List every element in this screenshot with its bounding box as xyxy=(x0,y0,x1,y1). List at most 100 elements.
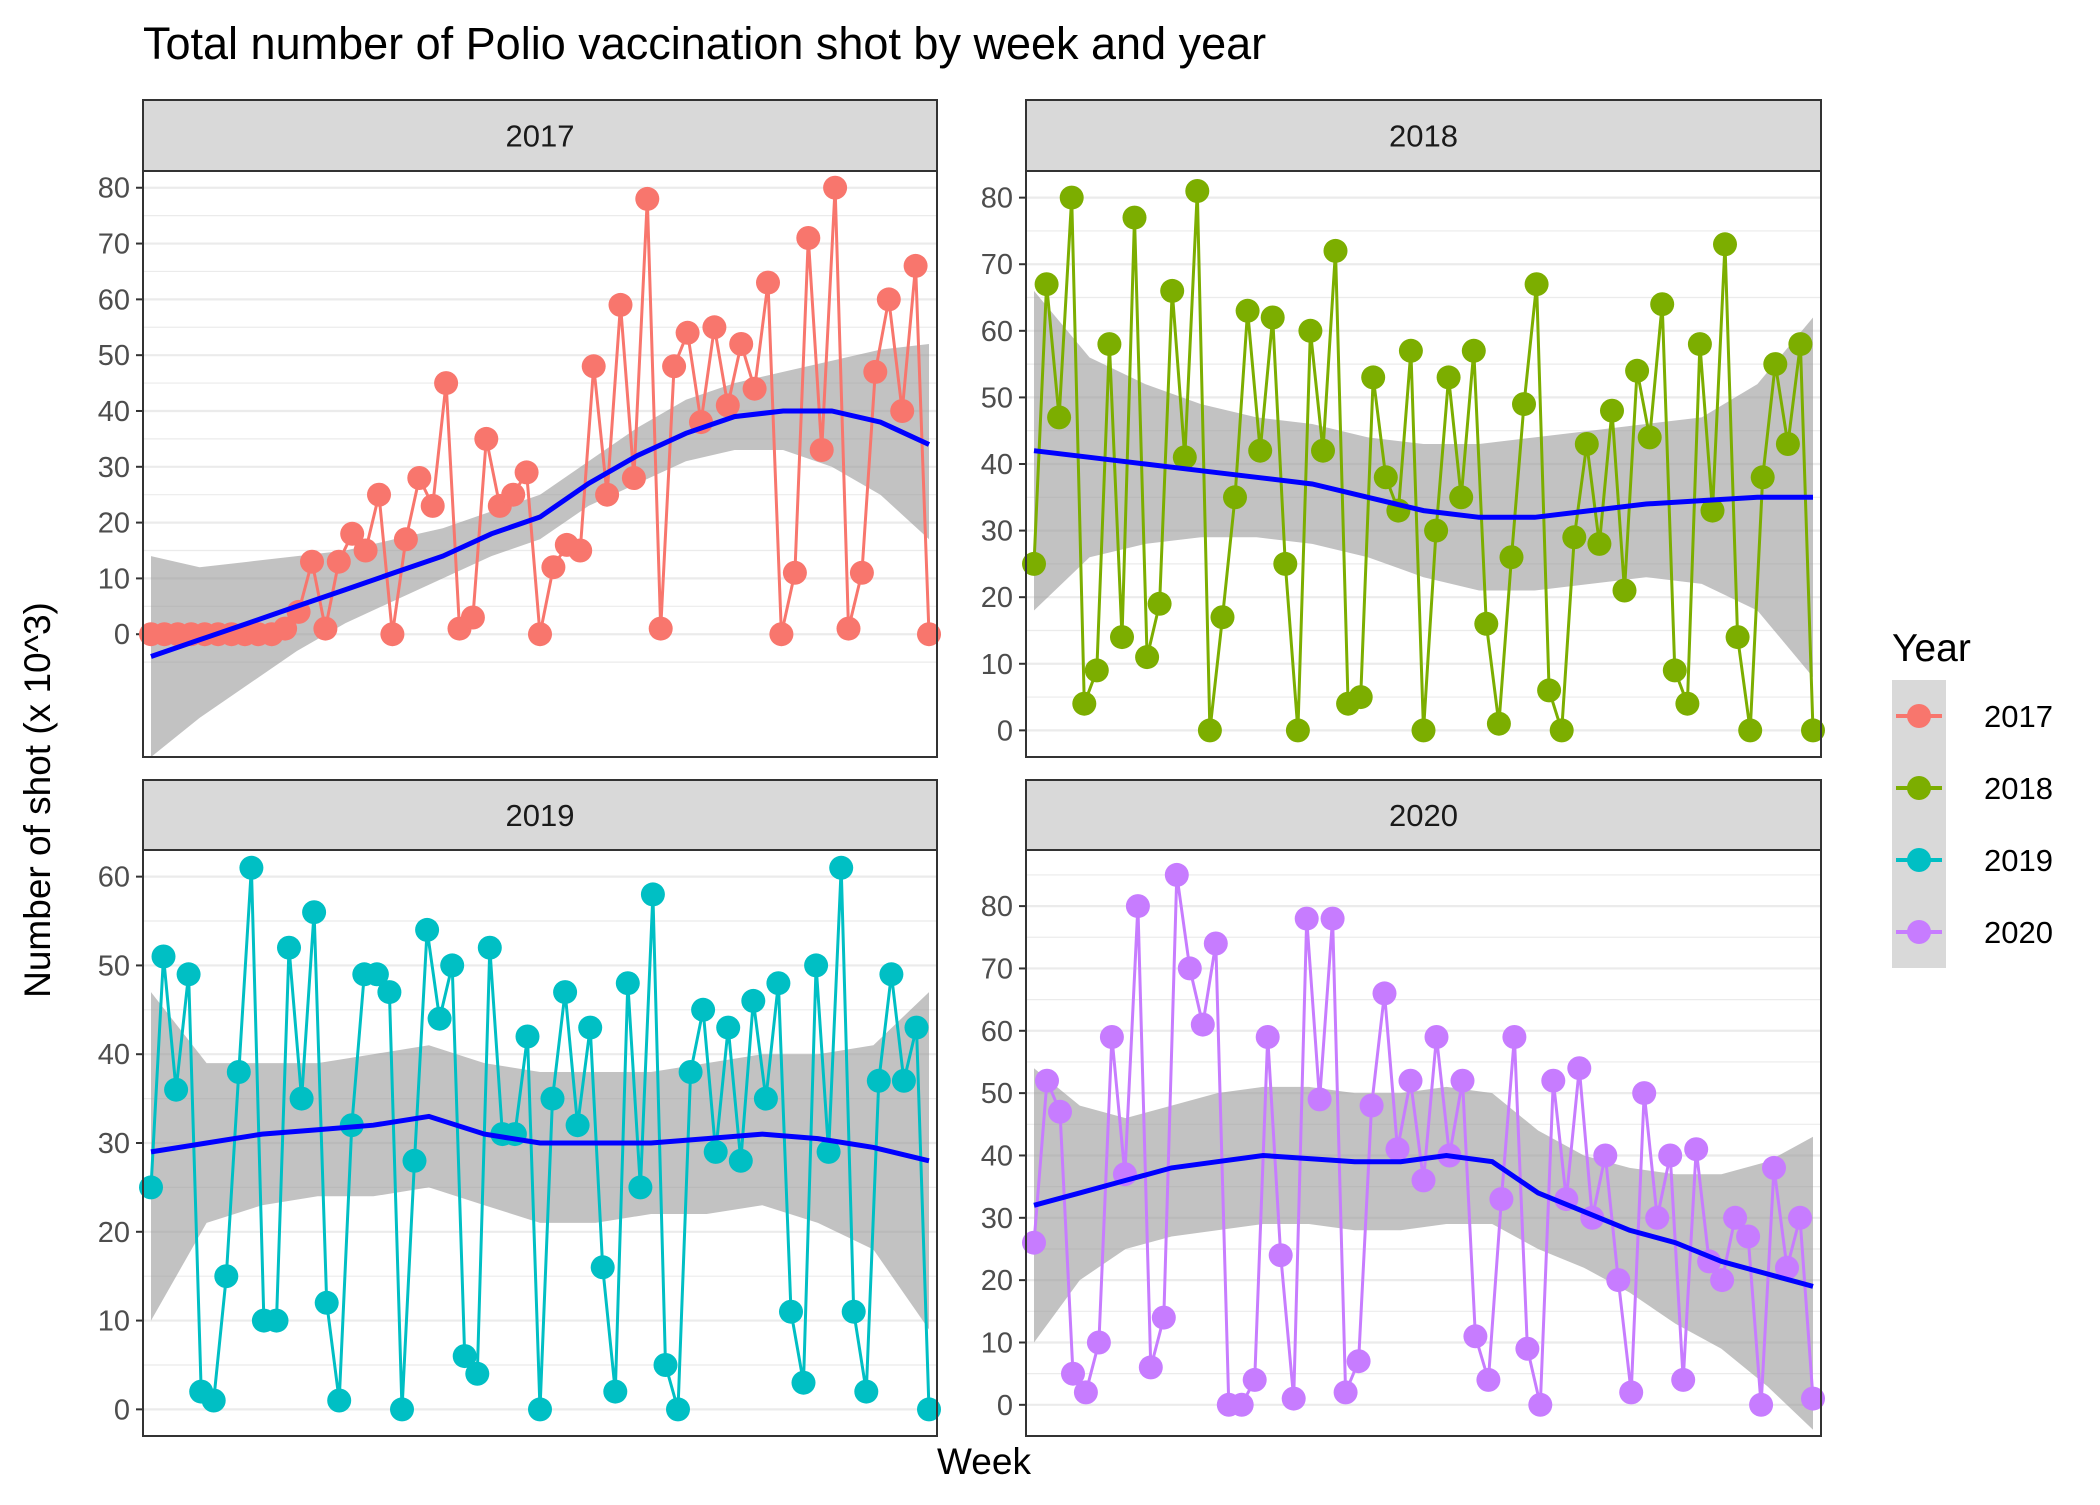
data-point xyxy=(1122,205,1147,230)
y-tick-label: 10 xyxy=(981,1327,1013,1359)
data-point xyxy=(1203,931,1228,956)
data-point xyxy=(1197,718,1222,743)
y-tick-label: 40 xyxy=(98,1039,130,1071)
data-point xyxy=(1294,906,1319,931)
data-point xyxy=(1750,465,1775,490)
data-point xyxy=(621,466,646,490)
data-point xyxy=(302,900,327,925)
y-tick-label: 70 xyxy=(98,229,130,261)
data-point xyxy=(390,1397,414,1422)
trend-line xyxy=(1033,1152,1814,1289)
legend-key-point xyxy=(1907,920,1931,944)
data-point xyxy=(1073,1380,1098,1405)
data-point xyxy=(1632,1081,1657,1106)
data-point xyxy=(1687,332,1712,357)
data-point xyxy=(1164,862,1189,887)
data-point xyxy=(1333,1380,1358,1405)
data-point xyxy=(289,1086,314,1111)
data-point xyxy=(849,560,874,585)
panel-border xyxy=(142,170,938,758)
data-point xyxy=(477,935,502,960)
y-tick-label: 70 xyxy=(981,953,1013,985)
y-tick-label: 20 xyxy=(981,1265,1013,1297)
data-point xyxy=(1268,1243,1293,1268)
data-point xyxy=(1738,718,1763,743)
data-point xyxy=(666,1397,690,1422)
data-point xyxy=(628,1175,653,1200)
data-point xyxy=(702,315,727,340)
y-tick-label: 10 xyxy=(98,1306,130,1338)
data-point xyxy=(226,1060,251,1084)
data-point xyxy=(1285,718,1310,743)
data-point xyxy=(1061,1361,1085,1386)
data-point xyxy=(879,962,904,987)
y-tick-label: 50 xyxy=(981,382,1013,414)
data-point xyxy=(407,466,432,490)
data-point xyxy=(1235,298,1260,323)
data-point xyxy=(782,560,807,585)
data-point xyxy=(1684,1137,1709,1162)
data-point xyxy=(615,971,640,996)
data-point xyxy=(460,605,485,630)
data-point xyxy=(1567,1056,1592,1081)
data-point xyxy=(164,1077,189,1102)
data-point xyxy=(201,1388,226,1413)
legend-label-2019: 2019 xyxy=(1984,843,2053,878)
y-tick-label: 40 xyxy=(981,1140,1013,1172)
y-tick-label: 0 xyxy=(997,715,1013,747)
data-point xyxy=(1255,1025,1280,1049)
legend-key-point xyxy=(1907,848,1931,872)
data-point xyxy=(465,1361,490,1386)
legend-label-2018: 2018 xyxy=(1984,771,2053,806)
data-point xyxy=(1084,658,1109,683)
data-point xyxy=(1307,1087,1332,1112)
data-point xyxy=(809,438,834,462)
data-point xyxy=(1348,685,1373,710)
y-tick-label: 50 xyxy=(981,1078,1013,1110)
data-point xyxy=(662,354,687,379)
data-point xyxy=(1172,445,1197,470)
y-tick-label: 30 xyxy=(981,516,1013,548)
legend-key-point xyxy=(1907,704,1931,728)
data-point xyxy=(1788,1205,1812,1230)
chart-title: Total number of Polio vaccination shot b… xyxy=(143,18,1266,69)
trend-line xyxy=(150,408,931,659)
panel-strip-label: 2019 xyxy=(506,798,575,833)
data-point xyxy=(1185,179,1210,203)
data-point xyxy=(1385,1137,1410,1162)
data-point xyxy=(340,521,365,546)
y-tick-label: 20 xyxy=(98,1217,130,1249)
data-point xyxy=(1210,605,1235,630)
y-tick-label: 60 xyxy=(981,316,1013,348)
data-point xyxy=(1788,332,1813,357)
data-point xyxy=(1373,465,1398,490)
data-point xyxy=(791,1370,816,1395)
data-point xyxy=(1606,1268,1631,1293)
data-point xyxy=(1177,956,1202,981)
y-tick-label: 10 xyxy=(98,563,130,595)
data-point xyxy=(327,1388,352,1413)
data-point xyxy=(1749,1392,1774,1417)
data-point xyxy=(452,1344,477,1369)
data-point xyxy=(741,988,766,1013)
data-point xyxy=(769,622,794,647)
data-point xyxy=(1398,1068,1423,1093)
data-point xyxy=(514,460,539,485)
panel-border xyxy=(1025,849,1822,1437)
data-point xyxy=(264,1308,289,1333)
y-tick-label: 60 xyxy=(98,284,130,316)
panel-strip-label: 2017 xyxy=(506,119,575,154)
data-point xyxy=(1645,1205,1670,1230)
data-point xyxy=(796,226,821,250)
data-point xyxy=(1515,1336,1540,1361)
data-point xyxy=(836,616,861,641)
y-tick-label: 0 xyxy=(997,1390,1013,1422)
data-point xyxy=(1424,518,1449,543)
data-point xyxy=(1619,1380,1644,1405)
confidence-band xyxy=(151,992,929,1330)
y-tick-label: 40 xyxy=(981,449,1013,481)
data-point xyxy=(728,1148,753,1173)
data-point xyxy=(1022,1230,1046,1255)
data-point xyxy=(590,1255,615,1280)
